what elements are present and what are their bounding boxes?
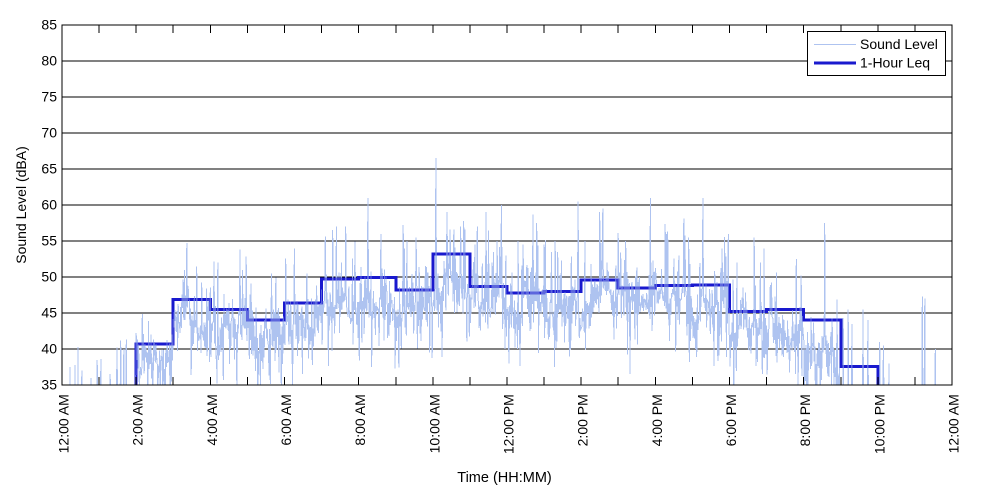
svg-text:80: 80 <box>41 53 57 69</box>
svg-text:6:00 PM: 6:00 PM <box>723 394 739 446</box>
svg-text:35: 35 <box>41 377 57 393</box>
svg-text:85: 85 <box>41 17 57 33</box>
svg-text:12:00 AM: 12:00 AM <box>946 394 962 453</box>
svg-text:55: 55 <box>41 233 57 249</box>
svg-text:75: 75 <box>41 89 57 105</box>
svg-text:6:00 AM: 6:00 AM <box>278 394 294 445</box>
svg-text:8:00 PM: 8:00 PM <box>797 394 813 446</box>
svg-text:70: 70 <box>41 125 57 141</box>
svg-text:2:00 AM: 2:00 AM <box>130 394 146 445</box>
svg-text:8:00 AM: 8:00 AM <box>352 394 368 445</box>
svg-text:12:00 AM: 12:00 AM <box>56 394 72 453</box>
svg-text:1-Hour Leq: 1-Hour Leq <box>860 55 930 71</box>
svg-text:2:00 PM: 2:00 PM <box>575 394 591 446</box>
svg-text:10:00 PM: 10:00 PM <box>871 394 887 454</box>
svg-text:65: 65 <box>41 161 57 177</box>
svg-text:10:00 AM: 10:00 AM <box>426 394 442 453</box>
svg-text:4:00 PM: 4:00 PM <box>649 394 665 446</box>
svg-text:4:00 AM: 4:00 AM <box>204 394 220 445</box>
svg-text:45: 45 <box>41 305 57 321</box>
svg-text:Time (HH:MM): Time (HH:MM) <box>457 470 552 486</box>
svg-text:Sound Level (dBA): Sound Level (dBA) <box>13 146 29 264</box>
svg-text:Sound Level: Sound Level <box>860 36 938 52</box>
svg-text:60: 60 <box>41 197 57 213</box>
svg-text:12:00 PM: 12:00 PM <box>501 394 517 454</box>
svg-text:40: 40 <box>41 341 57 357</box>
svg-text:50: 50 <box>41 269 57 285</box>
